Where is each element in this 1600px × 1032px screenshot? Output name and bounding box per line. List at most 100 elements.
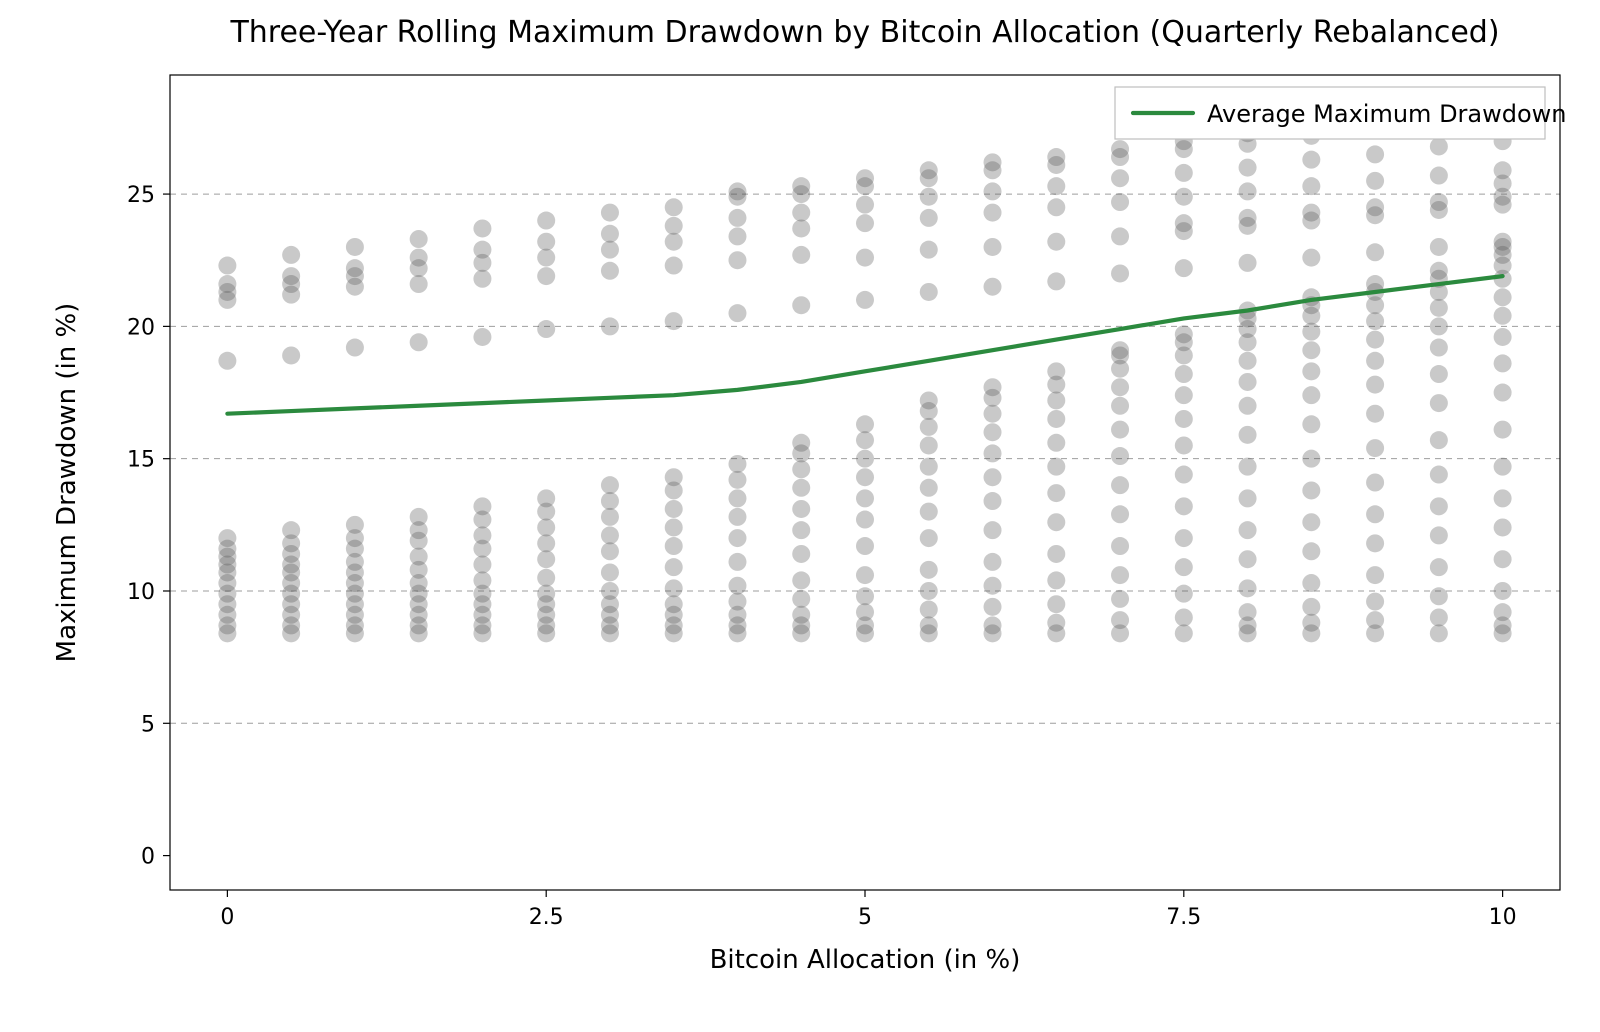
scatter-point [1430, 624, 1448, 642]
scatter-point [984, 378, 1002, 396]
scatter-point [1239, 579, 1257, 597]
scatter-point [1430, 587, 1448, 605]
scatter-point [1047, 571, 1065, 589]
scatter-point [920, 418, 938, 436]
scatter-point [856, 566, 874, 584]
scatter-point [728, 227, 746, 245]
scatter-point [984, 182, 1002, 200]
scatter-point [1494, 421, 1512, 439]
y-tick-label: 25 [127, 183, 155, 208]
scatter-point [1047, 410, 1065, 428]
scatter-point [1366, 566, 1384, 584]
scatter-point [792, 434, 810, 452]
scatter-point [665, 312, 683, 330]
scatter-point [984, 204, 1002, 222]
scatter-point [1175, 365, 1193, 383]
scatter-point [856, 196, 874, 214]
scatter-point [920, 479, 938, 497]
scatter-point [1366, 534, 1384, 552]
scatter-point [984, 238, 1002, 256]
scatter-point [1366, 312, 1384, 330]
scatter-point [984, 468, 1002, 486]
scatter-point [728, 529, 746, 547]
scatter-point [1430, 466, 1448, 484]
scatter-point [1239, 209, 1257, 227]
scatter-point [1047, 513, 1065, 531]
scatter-point [728, 251, 746, 269]
scatter-point [792, 246, 810, 264]
scatter-point [984, 492, 1002, 510]
scatter-point [1302, 542, 1320, 560]
scatter-point [1494, 550, 1512, 568]
scatter-point [728, 553, 746, 571]
scatter-point [601, 225, 619, 243]
scatter-point [410, 230, 428, 248]
scatter-point [537, 249, 555, 267]
scatter-point [601, 476, 619, 494]
scatter-point [920, 458, 938, 476]
scatter-point [1175, 624, 1193, 642]
scatter-point [1111, 505, 1129, 523]
chart-title: Three-Year Rolling Maximum Drawdown by B… [229, 15, 1499, 50]
scatter-point [1494, 307, 1512, 325]
x-tick-label: 7.5 [1166, 905, 1201, 930]
scatter-point [1111, 590, 1129, 608]
scatter-point [920, 391, 938, 409]
scatter-point [856, 214, 874, 232]
scatter-point [218, 352, 236, 370]
scatter-point [920, 161, 938, 179]
scatter-point [1366, 611, 1384, 629]
scatter-point [1302, 177, 1320, 195]
scatter-point [1302, 151, 1320, 169]
scatter-point [1111, 264, 1129, 282]
scatter-point [665, 233, 683, 251]
scatter-point [1111, 227, 1129, 245]
scatter-point [1047, 545, 1065, 563]
scatter-point [473, 556, 491, 574]
scatter-point [1239, 426, 1257, 444]
scatter-point [537, 233, 555, 251]
scatter-point [1047, 233, 1065, 251]
scatter-point [1430, 526, 1448, 544]
scatter-point [920, 241, 938, 259]
scatter-point [1175, 466, 1193, 484]
scatter-point [1494, 233, 1512, 251]
scatter-point [1175, 436, 1193, 454]
scatter-point [1111, 193, 1129, 211]
scatter-point [1302, 598, 1320, 616]
scatter-point [1366, 593, 1384, 611]
scatter-point [410, 249, 428, 267]
scatter-point [346, 339, 364, 357]
scatter-point [1175, 386, 1193, 404]
scatter-point [1175, 585, 1193, 603]
y-tick-label: 5 [141, 712, 155, 737]
scatter-point [1239, 352, 1257, 370]
scatter-point [1239, 603, 1257, 621]
scatter-point [1494, 603, 1512, 621]
scatter-point [856, 431, 874, 449]
scatter-point [1430, 167, 1448, 185]
scatter-point [1047, 614, 1065, 632]
scatter-point [1239, 254, 1257, 272]
scatter-point [792, 571, 810, 589]
scatter-point [282, 346, 300, 364]
scatter-point [1047, 484, 1065, 502]
scatter-point [728, 471, 746, 489]
scatter-point [920, 616, 938, 634]
y-tick-label: 20 [127, 315, 155, 340]
scatter-point [920, 188, 938, 206]
scatter-point [601, 542, 619, 560]
scatter-point [792, 219, 810, 237]
y-tick-label: 15 [127, 448, 155, 473]
scatter-point [1302, 513, 1320, 531]
scatter-point [856, 587, 874, 605]
scatter-point [792, 500, 810, 518]
scatter-point [1047, 198, 1065, 216]
x-axis-label: Bitcoin Allocation (in %) [710, 945, 1021, 975]
scatter-point [665, 217, 683, 235]
scatter-point [665, 518, 683, 536]
scatter-point [728, 577, 746, 595]
scatter-point [218, 257, 236, 275]
scatter-point [1430, 238, 1448, 256]
scatter-point [1175, 608, 1193, 626]
